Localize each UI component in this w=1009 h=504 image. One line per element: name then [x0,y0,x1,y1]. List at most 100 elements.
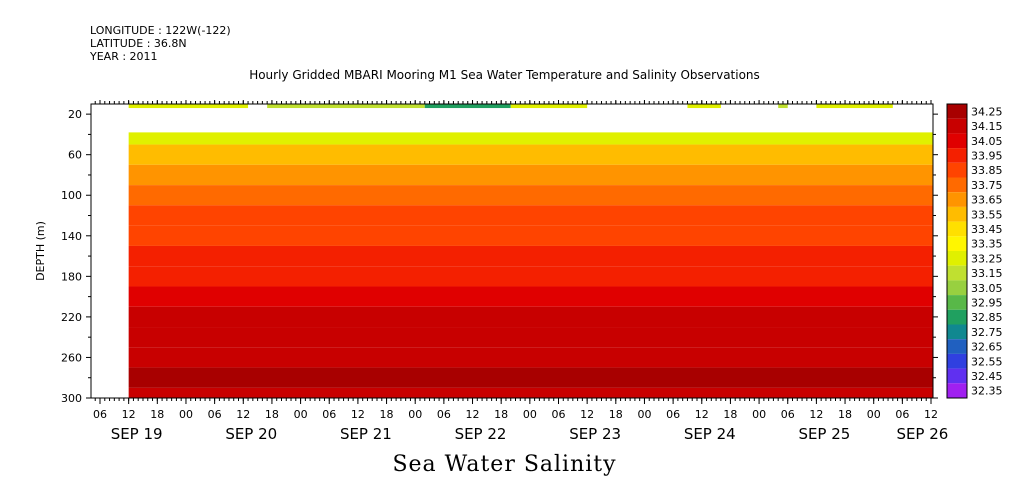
colorbar-swatch [947,383,967,398]
colorbar-swatch [947,324,967,340]
colorbar-swatch [947,148,967,163]
surface-segment [128,104,249,109]
x-hour-label: 18 [494,408,508,421]
x-hour-label: 18 [380,408,394,421]
surface-segment [267,104,425,109]
x-hour-label: 06 [781,408,795,421]
x-hour-label: 06 [666,408,680,421]
depth-band [128,266,933,287]
x-hour-label: 00 [637,408,651,421]
colorbar-label: 33.25 [971,252,1003,265]
depth-band [128,225,933,246]
x-hour-label: 06 [895,408,909,421]
depth-band [128,286,933,307]
colorbar-label: 32.85 [971,311,1003,324]
x-hour-label: 00 [294,408,308,421]
depth-band [128,367,933,388]
surface-segment [778,104,788,109]
x-hour-label: 06 [437,408,451,421]
colorbar-label: 33.95 [971,149,1003,162]
x-hour-label: 00 [523,408,537,421]
colorbar-label: 32.35 [971,385,1003,398]
colorbar-swatch [947,368,967,384]
x-date-label: SEP 23 [569,425,621,443]
depth-band [128,164,933,186]
colorbar-label: 33.15 [971,267,1003,280]
plot-frame [90,103,934,399]
depth-band [128,347,933,368]
colorbar-swatch [947,133,967,149]
depth-band [128,132,933,145]
y-tick-label: 60 [68,149,82,162]
latitude-label: LATITUDE : 36.8N [90,37,187,50]
x-hour-label: 12 [809,408,823,421]
colorbar-swatch [947,309,967,325]
colorbar-label: 32.65 [971,341,1003,354]
x-hour-label: 18 [609,408,623,421]
colorbar-label: 34.05 [971,135,1003,148]
colorbar-swatch [947,104,967,119]
x-hour-label: 18 [150,408,164,421]
x-hour-label: 00 [179,408,193,421]
colorbar-label: 32.45 [971,370,1003,383]
depth-band [128,185,933,206]
depth-band [128,245,933,267]
y-tick-label: 100 [61,189,82,202]
depth-band [128,205,933,226]
x-hour-label: 18 [723,408,737,421]
x-axis-label: Sea Water Salinity [392,452,617,477]
longitude-label: LONGITUDE : 122W(-122) [90,24,231,37]
y-axis-label: DEPTH (m) [34,221,47,281]
x-date-label: SEP 20 [225,425,277,443]
depth-band [128,327,933,348]
colorbar-swatch [947,265,967,281]
surface-segment [816,104,893,109]
y-tick-label: 140 [61,230,82,243]
y-tick-label: 260 [61,351,82,364]
colorbar-swatch [947,162,967,178]
colorbar-label: 33.45 [971,223,1003,236]
y-tick-label: 220 [61,311,82,324]
x-date-label: SEP 19 [111,425,163,443]
x-hour-label: 00 [408,408,422,421]
colorbar-swatch [947,295,967,310]
colorbar-swatch [947,206,967,222]
depth-band [128,144,933,165]
colorbar-label: 32.55 [971,355,1003,368]
x-hour-label: 06 [551,408,565,421]
x-hour-label: 12 [580,408,594,421]
x-hour-label: 12 [236,408,250,421]
colorbar-label: 34.25 [971,105,1003,118]
depth-band [128,387,933,398]
depth-band [128,306,933,328]
colorbar-label: 33.35 [971,238,1003,251]
colorbar-label: 32.75 [971,326,1003,339]
colorbar-swatch [947,280,967,296]
x-hour-label: 06 [208,408,222,421]
colorbar-label: 34.15 [971,120,1003,133]
colorbar-frame [946,103,968,399]
surface-segment [424,104,511,109]
colorbar-swatch [947,236,967,251]
colorbar-label: 33.85 [971,164,1003,177]
colorbar-label: 33.05 [971,282,1003,295]
colorbar-label: 33.65 [971,194,1003,207]
colorbar-swatch [947,118,967,134]
x-date-label: SEP 22 [455,425,507,443]
x-hour-label: 00 [867,408,881,421]
surface-segment [687,104,721,109]
x-hour-label: 06 [322,408,336,421]
x-hour-label: 12 [695,408,709,421]
x-hour-label: 18 [265,408,279,421]
y-tick-label: 20 [68,108,82,121]
surface-segment [510,104,588,109]
colorbar-swatch [947,339,967,354]
colorbar-swatch [947,221,967,237]
colorbar-label: 33.75 [971,179,1003,192]
x-hour-label: 12 [466,408,480,421]
colorbar-swatch [947,192,967,207]
x-hour-label: 00 [752,408,766,421]
x-hour-label: 12 [122,408,136,421]
x-hour-label: 18 [838,408,852,421]
